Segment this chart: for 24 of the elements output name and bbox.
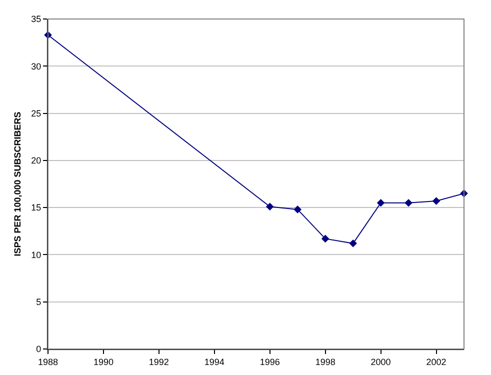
x-tick-label: 1992 xyxy=(148,356,169,367)
y-axis-title: ISPS PER 100,000 SUBSCRIBERS xyxy=(12,112,23,256)
point xyxy=(294,206,302,214)
y-tick-label: 5 xyxy=(36,297,42,308)
point xyxy=(404,198,412,207)
point xyxy=(432,197,440,205)
x-tick-label: 1988 xyxy=(38,356,58,367)
point xyxy=(321,234,330,243)
point xyxy=(349,240,357,248)
point xyxy=(376,198,385,207)
y-tick-label: 15 xyxy=(31,202,42,213)
y-tick-label: 20 xyxy=(31,156,42,166)
y-tick-label: 0 xyxy=(36,344,42,354)
point xyxy=(266,202,274,211)
y-tick-label: 25 xyxy=(31,108,42,118)
x-tick-label: 2002 xyxy=(426,356,446,367)
y-tick-label: 35 xyxy=(31,14,42,24)
x-tick-label: 1998 xyxy=(315,356,336,367)
y-tick-label: 30 xyxy=(31,61,42,72)
y-tick-label: 10 xyxy=(31,250,42,260)
x-tick-label: 1994 xyxy=(204,356,224,367)
x-tick-label: 1996 xyxy=(260,356,280,367)
x-tick-label: 2000 xyxy=(370,356,391,367)
x-tick-label: 1990 xyxy=(93,356,114,367)
